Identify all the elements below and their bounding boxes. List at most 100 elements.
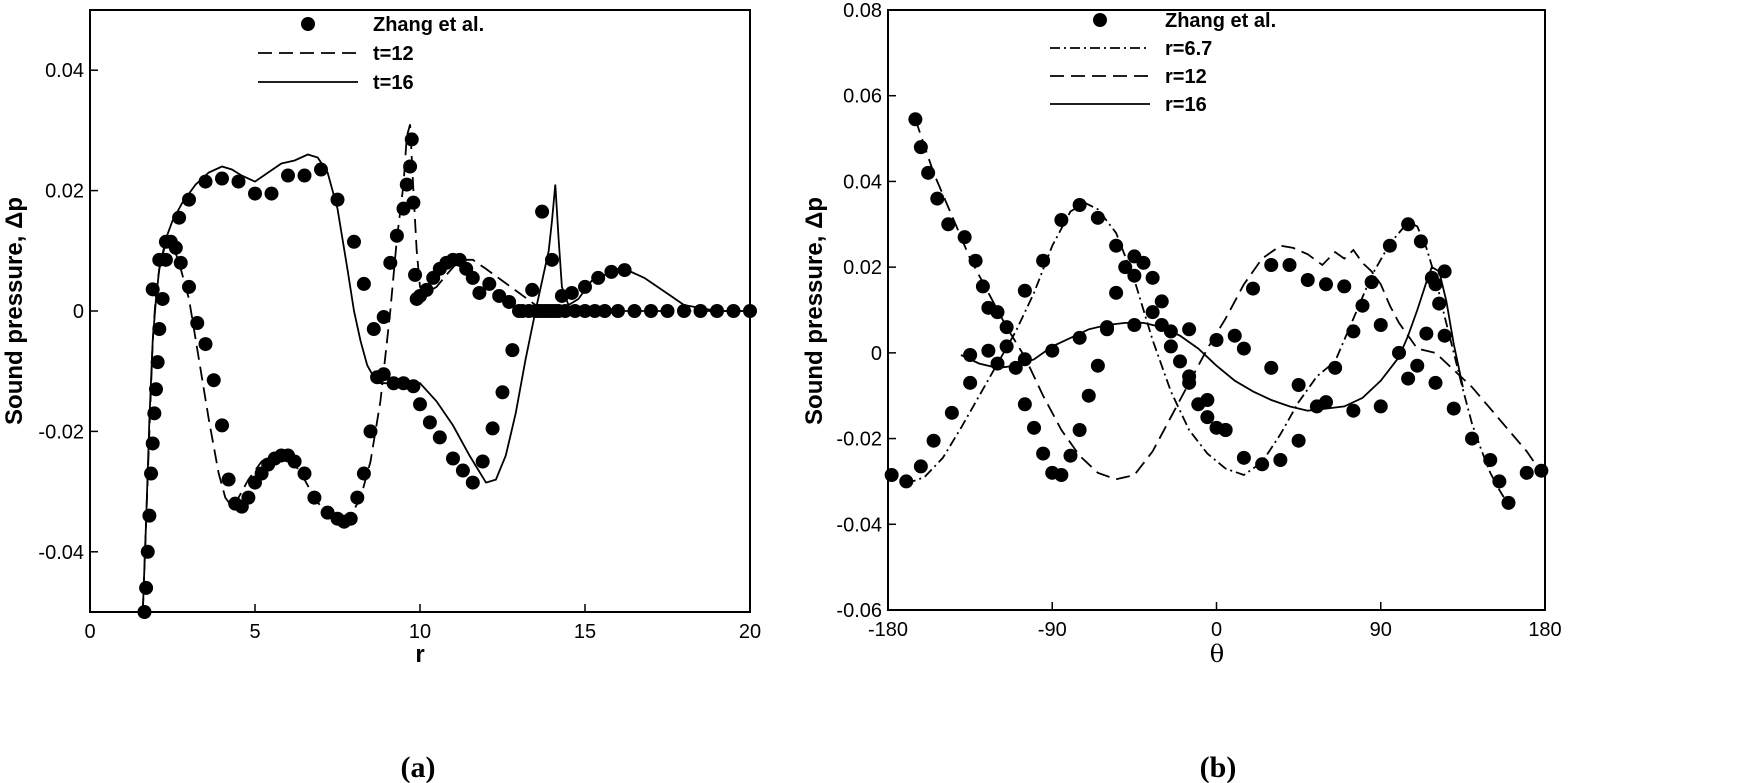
legend-label: Zhang et al. [1165,10,1276,32]
data-point [1291,378,1306,392]
legend-marker [301,17,315,31]
data-point [419,282,434,297]
legend-label: r=6.7 [1165,38,1212,60]
data-point [502,294,517,309]
data-point [152,252,167,267]
data-point [1036,446,1051,461]
data-point [515,304,530,318]
data-point [1392,345,1406,360]
data-point [1428,375,1443,390]
series-line-t-16 [141,153,750,613]
x-tick-label: 180 [1528,619,1561,641]
data-point [149,382,163,397]
x-tick-label: -90 [1038,619,1067,641]
data-point [152,322,167,337]
ticks-a: 0 5 10 15 20 -0.04 -0.02 0 0.02 0.04 [38,60,761,643]
x-axis-title-b: θ [1210,640,1224,668]
data-point [1282,258,1297,272]
y-tick-label: 0.02 [45,181,84,203]
data-point [150,355,165,370]
data-point [1090,210,1105,225]
data-point [1519,465,1534,480]
plot-area-a [137,124,757,619]
data-point [1346,324,1361,339]
data-point [1437,264,1452,279]
data-point [1401,371,1416,386]
data-point [248,186,262,201]
data-point [1118,260,1133,275]
data-point [356,466,371,481]
data-point [913,459,928,474]
data-point [1127,268,1142,283]
data-point [591,270,606,285]
data-point [231,174,246,189]
data-point [1182,322,1197,337]
data-point [1090,358,1105,373]
data-point [485,421,500,436]
data-point [145,436,160,451]
data-point [1017,283,1032,298]
data-point [139,580,154,595]
data-point [475,454,490,469]
data-point [422,415,437,430]
data-point [726,304,741,318]
x-tick-label: -180 [868,619,908,641]
data-point [1136,255,1151,270]
data-point [660,304,675,318]
data-point [408,267,423,282]
data-point [190,316,205,331]
data-point [383,255,398,270]
data-point [1227,328,1242,343]
data-point [147,406,162,421]
data-point [350,490,365,505]
x-axis-title-a: r [415,641,424,668]
panel-caption-a: (a) [401,751,436,783]
data-point [617,263,632,278]
data-point [568,304,583,318]
y-tick-label: -0.02 [38,421,84,443]
data-point [158,234,173,249]
data-point [1413,234,1428,249]
data-point [1446,401,1461,416]
data-point [1428,277,1443,292]
y-tick-label: 0.08 [843,0,882,22]
data-point [1373,318,1388,332]
data-point [999,339,1014,354]
y-tick-label: 0.02 [843,257,882,279]
legend-b: Zhang et al. r=6.7 r=12 r=16 [1050,10,1276,116]
data-point [347,234,361,249]
data-point [144,466,159,481]
legend-label: Zhang et al. [373,14,484,36]
data-point [1337,279,1352,294]
data-point [604,264,619,279]
data-point [975,279,990,294]
data-point [287,454,302,469]
data-point [981,343,996,358]
legend-label: t=12 [373,43,414,65]
data-point [968,253,983,268]
data-point [1017,397,1032,412]
data-point [1264,360,1279,375]
data-point [297,466,312,481]
y-tick-label: 0 [73,301,84,323]
x-tick-label: 90 [1370,619,1392,641]
data-point [215,171,229,186]
data-point [1182,369,1197,384]
data-point [465,270,480,285]
data-point [1373,399,1388,414]
data-point [990,305,1005,320]
data-point [921,165,936,180]
data-point [455,463,470,478]
data-point [578,304,592,318]
data-point [432,430,447,445]
data-point [1054,468,1069,482]
data-point [1127,318,1142,332]
data-point [366,322,381,337]
data-point [404,132,419,147]
data-point [182,192,196,207]
data-point [182,279,196,294]
data-point [1273,453,1288,467]
data-point [578,279,592,294]
data-point [142,508,157,523]
data-point [198,337,213,352]
